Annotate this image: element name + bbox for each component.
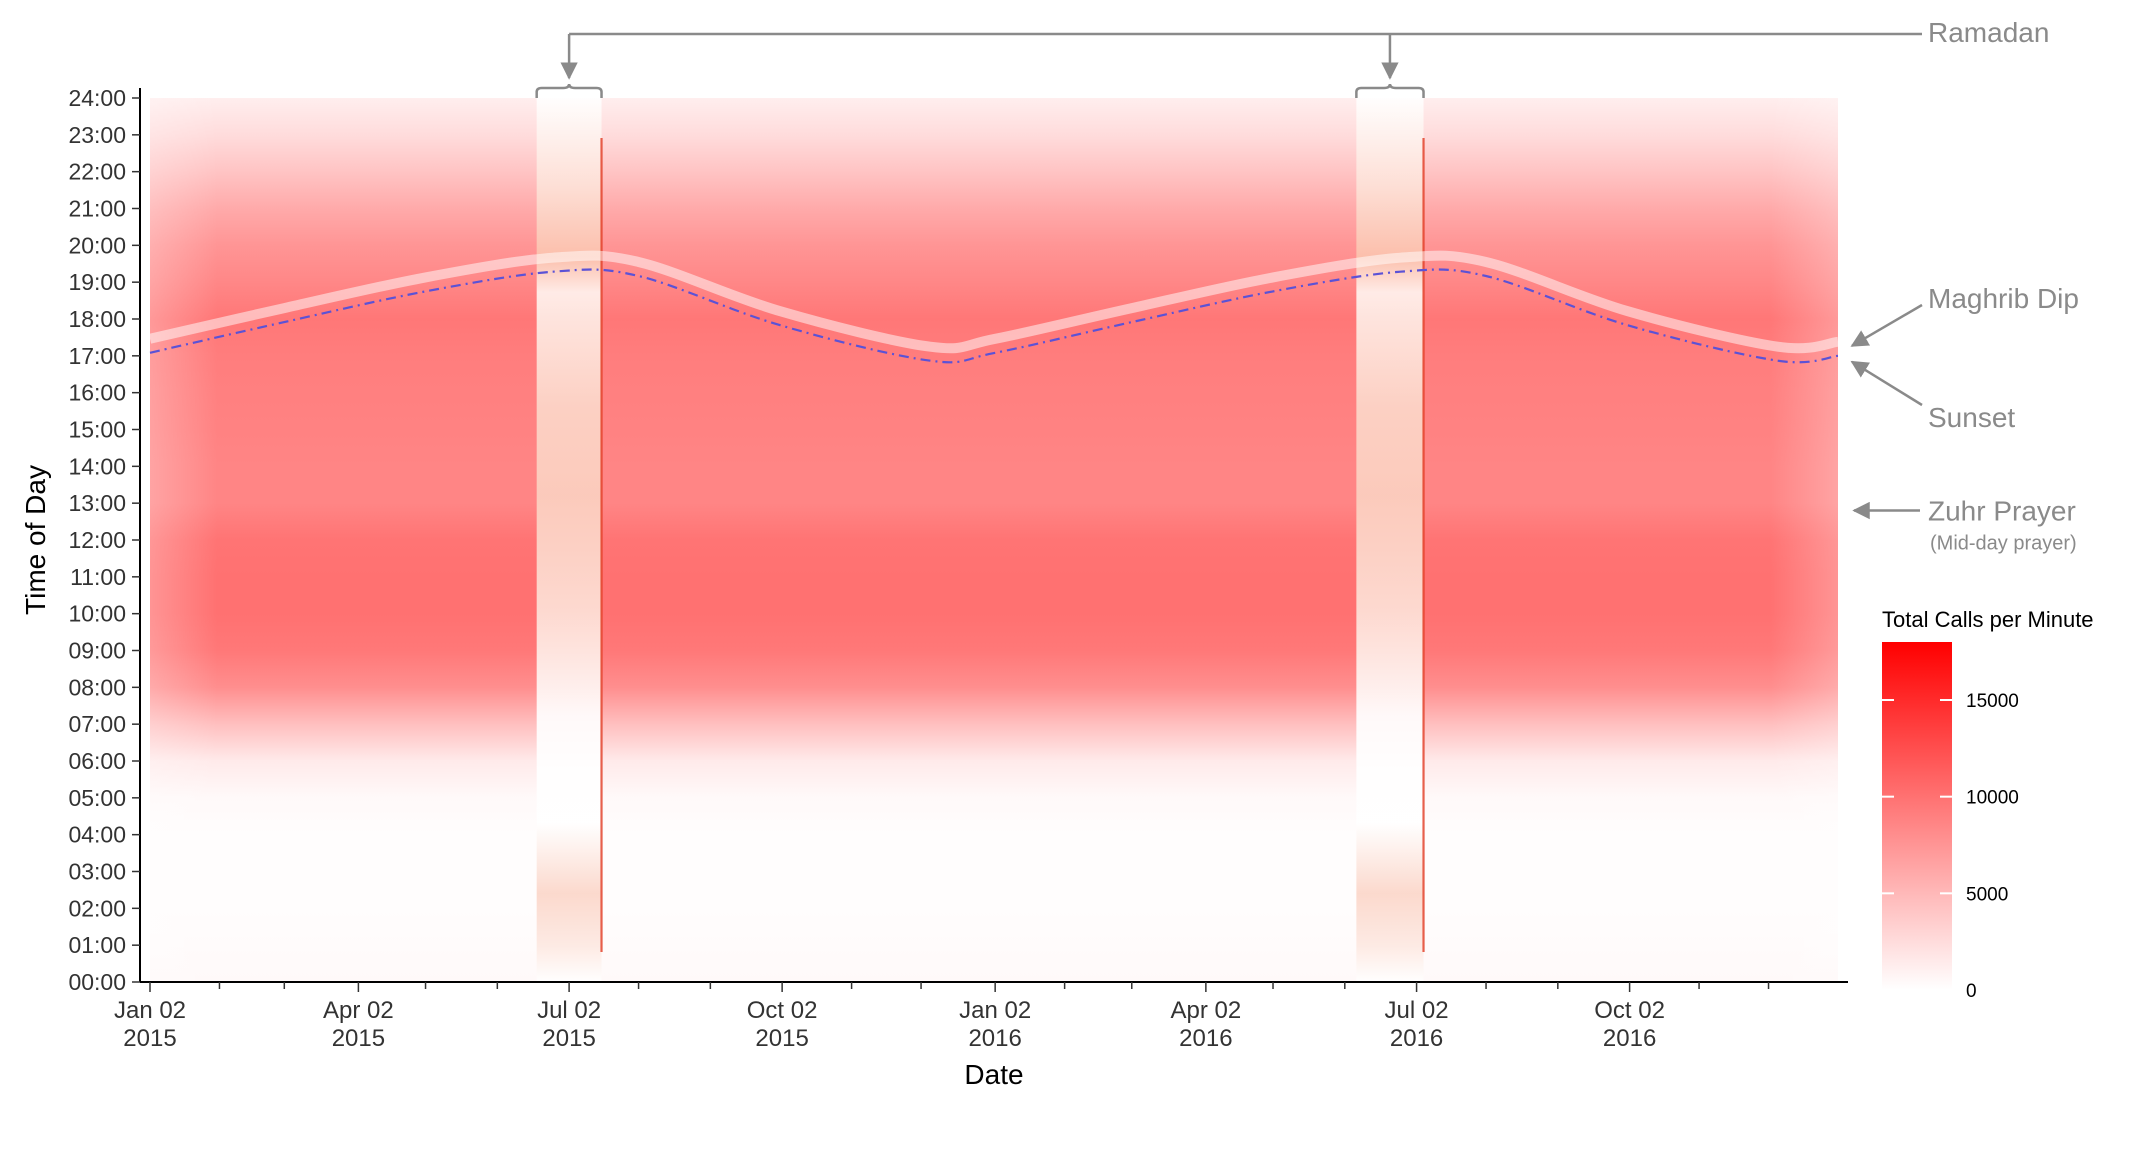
ramadan-brace-1 [535,83,603,98]
y-tick-label: 03:00 [68,859,126,885]
x-tick-label-year: 2016 [1603,1025,1656,1052]
sunset-arrow [1850,360,1923,407]
maghrib-arrow [1850,303,1923,347]
legend-tick-label: 15000 [1966,691,2019,712]
y-tick-label: 12:00 [68,527,126,553]
y-tick-label: 02:00 [68,895,126,921]
x-tick-label-month: Jul 02 [1385,997,1449,1024]
y-tick-label: 06:00 [68,748,126,774]
y-tick-label: 05:00 [68,785,126,811]
heatmap-edge-fade [150,98,1838,982]
ramadan-band-1 [536,98,602,982]
y-tick-label: 24:00 [68,85,126,111]
x-tick-label-year: 2016 [1390,1025,1443,1052]
x-tick-label-year: 2015 [332,1025,385,1052]
legend: Total Calls per Minute 0 5000 10000 15000 [1882,607,2094,1002]
y-tick-label: 17:00 [68,343,126,369]
x-tick-label-month: Apr 02 [323,997,394,1024]
ramadan-label: Ramadan [1928,17,2049,48]
zuhr-label: Zuhr Prayer [1928,496,2076,527]
y-tick-label: 09:00 [68,638,126,664]
y-tick-label: 19:00 [68,269,126,295]
x-tick-label-month: Jul 02 [537,997,601,1024]
y-tick-label: 14:00 [68,453,126,479]
legend-title: Total Calls per Minute [1882,607,2094,632]
maghrib-dip-band [148,250,1839,354]
y-tick-label: 15:00 [68,417,126,443]
y-tick-label: 11:00 [70,564,126,590]
y-tick-label: 13:00 [68,490,126,516]
x-tick-label-month: Jan 02 [959,997,1031,1024]
y-tick-label: 00:00 [68,969,126,995]
zuhr-sublabel: (Mid-day prayer) [1930,533,2077,555]
y-axis-title: Time of Day [20,465,51,615]
maghrib-label: Maghrib Dip [1928,283,2079,314]
y-tick-label: 23:00 [68,122,126,148]
ramadan-brace-2 [1355,83,1425,98]
y-tick-label: 07:00 [68,711,126,737]
ramadan-bands [536,98,1425,982]
sunset-line [149,268,1839,364]
x-tick-label-month: Oct 02 [1594,997,1665,1024]
y-tick-label: 21:00 [68,196,126,222]
x-tick-label-year: 2015 [755,1025,808,1052]
legend-tick-label: 5000 [1966,884,2008,905]
x-tick-label-year: 2016 [968,1025,1021,1052]
y-tick-label: 10:00 [68,601,126,627]
y-tick-label: 20:00 [68,232,126,258]
sunset-label: Sunset [1928,402,2015,433]
y-tick-label: 08:00 [68,674,126,700]
y-tick-label: 04:00 [68,822,126,848]
x-tick-label-month: Jan 02 [114,997,186,1024]
axes: 00:00 01:00 02:00 03:00 04:00 05:00 06:00 07:00… [20,85,1848,1090]
y-tick-label: 18:00 [68,306,126,332]
ramadan-band-2 [1356,98,1424,982]
y-tick-label: 16:00 [68,380,126,406]
sunset-curve-layer [148,250,1839,364]
legend-tick-label: 10000 [1966,788,2019,809]
y-tick-label: 01:00 [68,932,126,958]
legend-tick-label: 0 [1966,981,1977,1002]
legend-colorbar [1882,642,1952,990]
x-tick-label-year: 2015 [542,1025,595,1052]
x-tick-label-month: Oct 02 [747,997,818,1024]
annotations: Ramadan Maghrib Dip Sunset Zuhr Prayer (Mid-… [535,17,2079,555]
heatmap-layer [150,98,1838,982]
x-axis-title: Date [964,1059,1023,1090]
x-tick-label-year: 2016 [1179,1025,1232,1052]
x-tick-label-month: Apr 02 [1171,997,1242,1024]
y-tick-label: 22:00 [68,159,126,185]
x-tick-label-year: 2015 [123,1025,176,1052]
